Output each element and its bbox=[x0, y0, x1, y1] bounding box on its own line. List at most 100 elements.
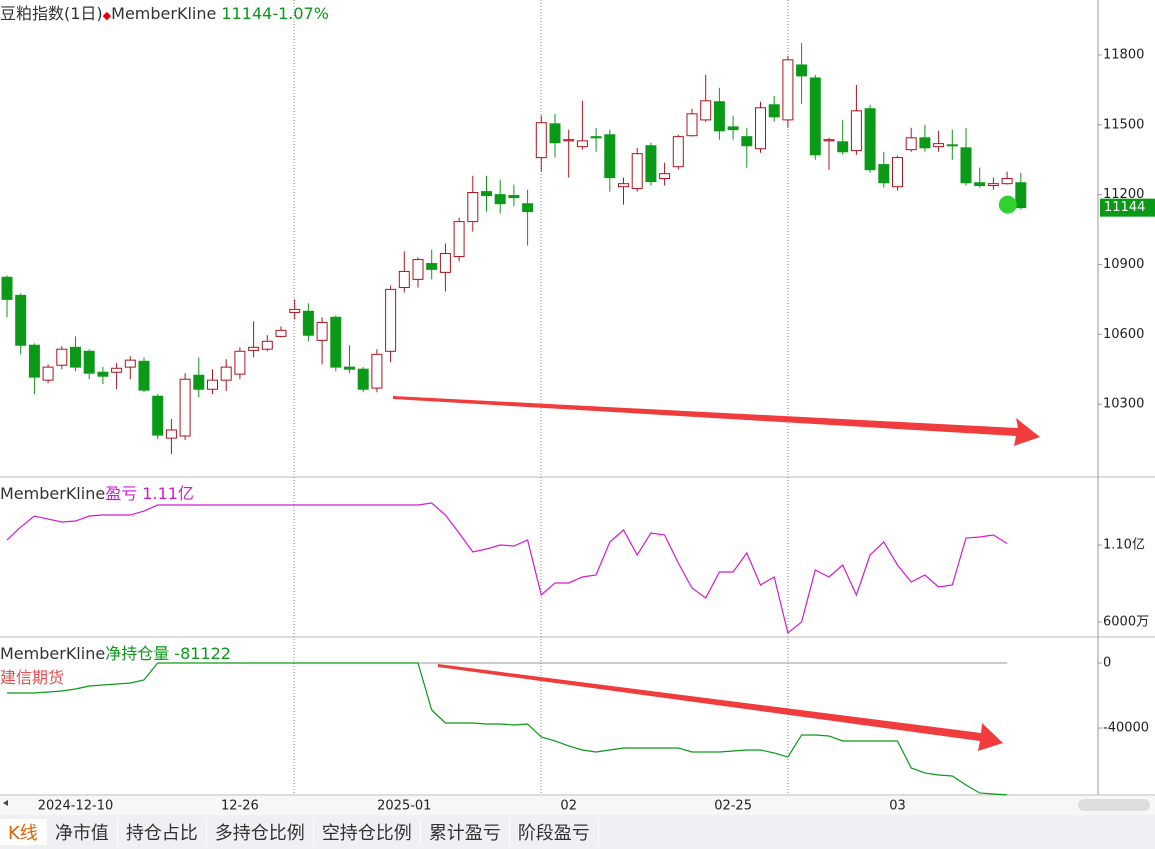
candle-body bbox=[165, 429, 177, 439]
x-tick-label: 2025-01 bbox=[377, 799, 431, 814]
candle-body bbox=[330, 316, 342, 368]
x-tick-label: 12-26 bbox=[221, 799, 259, 814]
indicator: MemberKline bbox=[0, 484, 106, 503]
series-line bbox=[7, 662, 1008, 796]
candle-body bbox=[398, 270, 410, 289]
main-header: 豆粕指数(1日)◆MemberKline 11144-1.07% bbox=[0, 0, 329, 24]
candle-body bbox=[809, 77, 821, 156]
candle-body bbox=[111, 367, 123, 373]
candle-body bbox=[645, 145, 657, 183]
candle-body bbox=[823, 139, 835, 142]
candle-body bbox=[576, 140, 588, 148]
smiley bbox=[998, 195, 1017, 214]
tab[interactable]: 阶段盈亏 bbox=[510, 819, 599, 845]
candle-body bbox=[289, 308, 301, 313]
tab[interactable]: 净市值 bbox=[47, 819, 118, 845]
candle-body bbox=[960, 147, 972, 184]
candle-body bbox=[713, 101, 725, 132]
last-price-box bbox=[1100, 198, 1155, 217]
x-tick-label: 02-25 bbox=[714, 799, 752, 814]
member-name: 建信期货 bbox=[0, 668, 65, 687]
tab[interactable]: 持仓占比 bbox=[118, 819, 207, 845]
candle-body bbox=[974, 182, 986, 187]
y-tick-label: 10600 bbox=[1103, 327, 1144, 342]
candle-body bbox=[275, 329, 287, 337]
y-tick-label: 0 bbox=[1103, 656, 1111, 671]
candle-body bbox=[152, 395, 164, 436]
y-tick-label: -40000 bbox=[1103, 721, 1149, 736]
change: 11144-1.07% bbox=[221, 4, 329, 23]
candle-body bbox=[467, 192, 479, 223]
candle-body bbox=[1001, 178, 1013, 185]
annotation-arrow bbox=[438, 664, 1003, 751]
candle-body bbox=[946, 144, 958, 147]
candle-body bbox=[15, 294, 27, 346]
x-tick-label: 02 bbox=[560, 799, 577, 814]
instrument: 豆粕指数(1日) bbox=[0, 4, 103, 23]
y-tick-label: 11500 bbox=[1103, 117, 1144, 132]
series-name: 净持仓量 bbox=[105, 644, 170, 663]
last-price-label: 11144 bbox=[1104, 200, 1145, 215]
candle-body bbox=[316, 321, 328, 341]
candle-body bbox=[618, 183, 629, 188]
y-tick-label: 11800 bbox=[1103, 47, 1144, 62]
candle-body bbox=[357, 368, 369, 390]
candle-body bbox=[70, 346, 81, 368]
candle-body bbox=[1, 276, 13, 300]
tab[interactable]: 空持仓比例 bbox=[314, 819, 421, 845]
candle-body bbox=[864, 108, 876, 171]
candle-body bbox=[481, 191, 492, 197]
candle-body bbox=[234, 350, 246, 375]
x-tick-label: 2024-12-10 bbox=[38, 799, 114, 814]
candle-body bbox=[220, 366, 232, 381]
candle-body bbox=[344, 366, 355, 370]
candle-body bbox=[768, 104, 780, 118]
candle-body bbox=[97, 371, 109, 377]
panel-header: MemberKline净持仓量 -81122 bbox=[0, 640, 231, 664]
candle-body bbox=[412, 259, 424, 280]
candle-body bbox=[439, 253, 451, 273]
candle-body bbox=[302, 310, 314, 336]
candle-body bbox=[987, 183, 999, 187]
candle-body bbox=[248, 346, 260, 351]
latest-value: -81122 bbox=[174, 644, 231, 663]
candle-body bbox=[494, 194, 506, 205]
candle-body bbox=[28, 344, 40, 378]
candle-body bbox=[672, 136, 684, 168]
candle-body bbox=[741, 136, 753, 147]
candle-body bbox=[426, 263, 438, 270]
candle-body bbox=[83, 350, 95, 374]
candle-body bbox=[535, 122, 547, 159]
y-tick-label: 10900 bbox=[1103, 257, 1144, 272]
candle-body bbox=[782, 59, 794, 121]
candle-body bbox=[686, 113, 698, 137]
y-tick-label: 11200 bbox=[1103, 187, 1144, 202]
candle-body bbox=[604, 134, 616, 179]
scroll-thumb[interactable] bbox=[1078, 799, 1150, 811]
chart: 10300 10600 10900 11200 11500 11800 2024-12-10… bbox=[0, 0, 1155, 815]
candle-body bbox=[796, 64, 808, 77]
candle-body bbox=[371, 353, 383, 389]
series-name: 盈亏 bbox=[105, 484, 138, 503]
candle-body bbox=[755, 107, 766, 150]
candle-body bbox=[1015, 182, 1027, 209]
tab[interactable]: 多持仓比例 bbox=[207, 819, 314, 845]
candle-body bbox=[905, 137, 917, 151]
y-tick-label: 6000万 bbox=[1103, 615, 1149, 630]
scroll-left[interactable] bbox=[3, 800, 8, 806]
scrollbar[interactable] bbox=[0, 796, 1155, 815]
candle-body bbox=[933, 143, 945, 148]
candle-body bbox=[453, 221, 465, 258]
candle-body bbox=[193, 374, 205, 390]
y-tick-label: 1.10亿 bbox=[1103, 538, 1145, 553]
tab-bar: K线 净市值 持仓占比 多持仓比例 空持仓比例 累计盈亏 阶段盈亏 bbox=[0, 815, 1155, 849]
candle-body bbox=[837, 141, 849, 153]
tab[interactable]: 累计盈亏 bbox=[421, 819, 510, 845]
candle-body bbox=[659, 173, 671, 180]
annotation-arrow bbox=[393, 396, 1040, 446]
candle-body bbox=[508, 195, 520, 199]
tab[interactable]: K线 bbox=[0, 819, 47, 845]
candle-body bbox=[919, 137, 931, 149]
candle-body bbox=[261, 340, 273, 350]
